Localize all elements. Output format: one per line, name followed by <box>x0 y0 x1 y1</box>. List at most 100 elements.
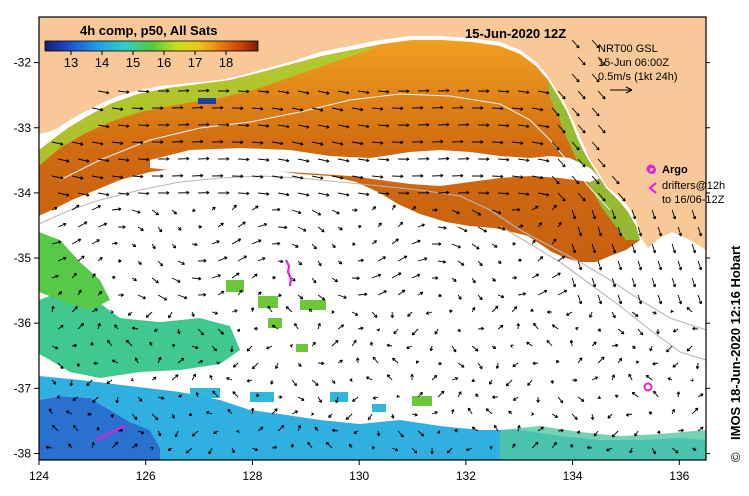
current-vector-arrow <box>697 226 703 237</box>
drifter-legend-line2: to 16/06-12Z <box>662 194 725 206</box>
current-vector-arrow <box>358 258 364 263</box>
current-vector-arrow <box>57 291 63 296</box>
current-vector-arrow <box>637 260 643 271</box>
current-vector-arrow <box>131 443 138 449</box>
current-vector-arrow <box>372 175 384 179</box>
current-vector-arrow <box>577 260 583 271</box>
current-vector-arrow <box>597 192 606 202</box>
current-vector-arrow <box>358 192 370 197</box>
current-vector-arrow <box>272 141 284 146</box>
current-vector-arrow <box>591 341 597 347</box>
current-vector-arrow <box>452 139 464 144</box>
current-vector-arrow <box>557 158 566 168</box>
current-vector-arrow <box>110 413 115 418</box>
current-vector-arrow <box>611 430 619 438</box>
drifter-legend-icon <box>648 182 657 194</box>
current-vector-arrow <box>625 413 633 417</box>
coastal-green-strip <box>39 46 380 166</box>
current-vector-arrow <box>645 374 653 381</box>
current-vector-arrow <box>72 175 84 180</box>
current-vector-arrow <box>297 424 302 432</box>
current-vector-arrow <box>551 272 561 279</box>
current-vector-arrow <box>237 289 243 296</box>
current-vector-arrow <box>657 226 663 237</box>
current-vector-arrow <box>298 158 310 163</box>
current-vector-arrow <box>311 277 317 284</box>
current-vector-arrow <box>672 328 679 333</box>
current-vector-arrow <box>125 339 133 347</box>
current-vector-arrow <box>412 140 424 144</box>
current-vector-arrow <box>211 274 222 279</box>
current-vector-arrow <box>591 141 600 151</box>
current-vector-arrow <box>677 226 683 237</box>
current-vector-arrow <box>512 175 524 179</box>
current-vector-arrow <box>157 294 168 301</box>
current-vector-arrow <box>138 191 150 196</box>
current-vector-arrow <box>410 373 414 381</box>
cloud-gap-2 <box>39 176 706 378</box>
current-vector-arrow <box>417 391 423 398</box>
current-vector-arrow <box>497 324 504 330</box>
current-vector-arrow <box>492 140 504 145</box>
current-vector-arrow <box>451 277 457 283</box>
current-vector-arrow <box>131 277 137 282</box>
current-vector-arrow <box>517 424 521 432</box>
current-vector-arrow <box>253 326 259 331</box>
current-vector-arrow <box>691 447 697 451</box>
current-vector-arrow <box>432 173 444 178</box>
current-vector-arrow <box>518 90 530 95</box>
current-vector-arrow <box>352 242 356 246</box>
current-vector-arrow <box>637 226 643 237</box>
x-tick-label: 132 <box>456 469 476 483</box>
current-vector-arrow <box>250 407 255 415</box>
current-vector-arrow <box>671 447 679 454</box>
current-vector-arrow <box>317 294 326 301</box>
current-legend-scale: 0.5m/s (1kt 24h) <box>598 71 677 83</box>
current-vector-arrow <box>111 441 119 449</box>
current-vector-arrow <box>489 446 493 450</box>
current-vector-arrow <box>530 412 535 416</box>
current-vector-arrow <box>237 255 248 262</box>
current-vector-arrow <box>692 326 699 331</box>
y-tick-label: -35 <box>14 251 32 265</box>
current-vector-arrow <box>112 107 124 111</box>
current-vector-arrow <box>77 255 85 262</box>
current-vector-arrow <box>118 293 124 297</box>
warm-core-contour <box>59 93 611 211</box>
current-vector-arrow <box>376 328 380 332</box>
current-vector-arrow <box>670 309 675 314</box>
current-vector-arrow <box>217 222 224 228</box>
current-vector-arrow <box>92 175 104 180</box>
current-vector-arrow <box>57 222 67 228</box>
current-vector-arrow <box>277 424 285 432</box>
colorbar-tick-label: 17 <box>188 55 202 70</box>
current-vector-arrow <box>677 260 683 271</box>
current-vector-arrow <box>250 307 255 313</box>
current-vector-arrow <box>631 277 637 288</box>
current-vector-arrow <box>229 345 234 353</box>
current-vectors <box>45 39 704 455</box>
current-vector-arrow <box>572 378 578 382</box>
current-vector-arrow <box>98 158 110 163</box>
current-vector-arrow <box>597 328 602 332</box>
current-vector-arrow <box>246 378 253 383</box>
current-vector-arrow <box>371 240 378 245</box>
current-vector-arrow <box>372 141 384 145</box>
current-vector-arrow <box>691 407 699 415</box>
current-vector-arrow <box>537 289 548 296</box>
current-vector-arrow <box>191 430 199 437</box>
current-vector-arrow <box>390 413 395 419</box>
current-vector-arrow <box>51 345 59 350</box>
current-vector-arrow <box>498 89 510 94</box>
current-vector-arrow <box>311 209 322 216</box>
current-vector-arrow <box>312 141 324 146</box>
current-vector-arrow <box>258 90 270 94</box>
mid-green-patch <box>39 232 110 310</box>
current-vector-arrow <box>106 339 113 347</box>
current-vector-arrow <box>391 272 402 279</box>
y-tick-label: -37 <box>14 381 32 395</box>
current-vector-arrow <box>491 305 499 313</box>
current-vector-arrow <box>251 362 259 370</box>
current-vector-arrow <box>551 413 559 418</box>
current-vector-arrow <box>556 359 560 364</box>
